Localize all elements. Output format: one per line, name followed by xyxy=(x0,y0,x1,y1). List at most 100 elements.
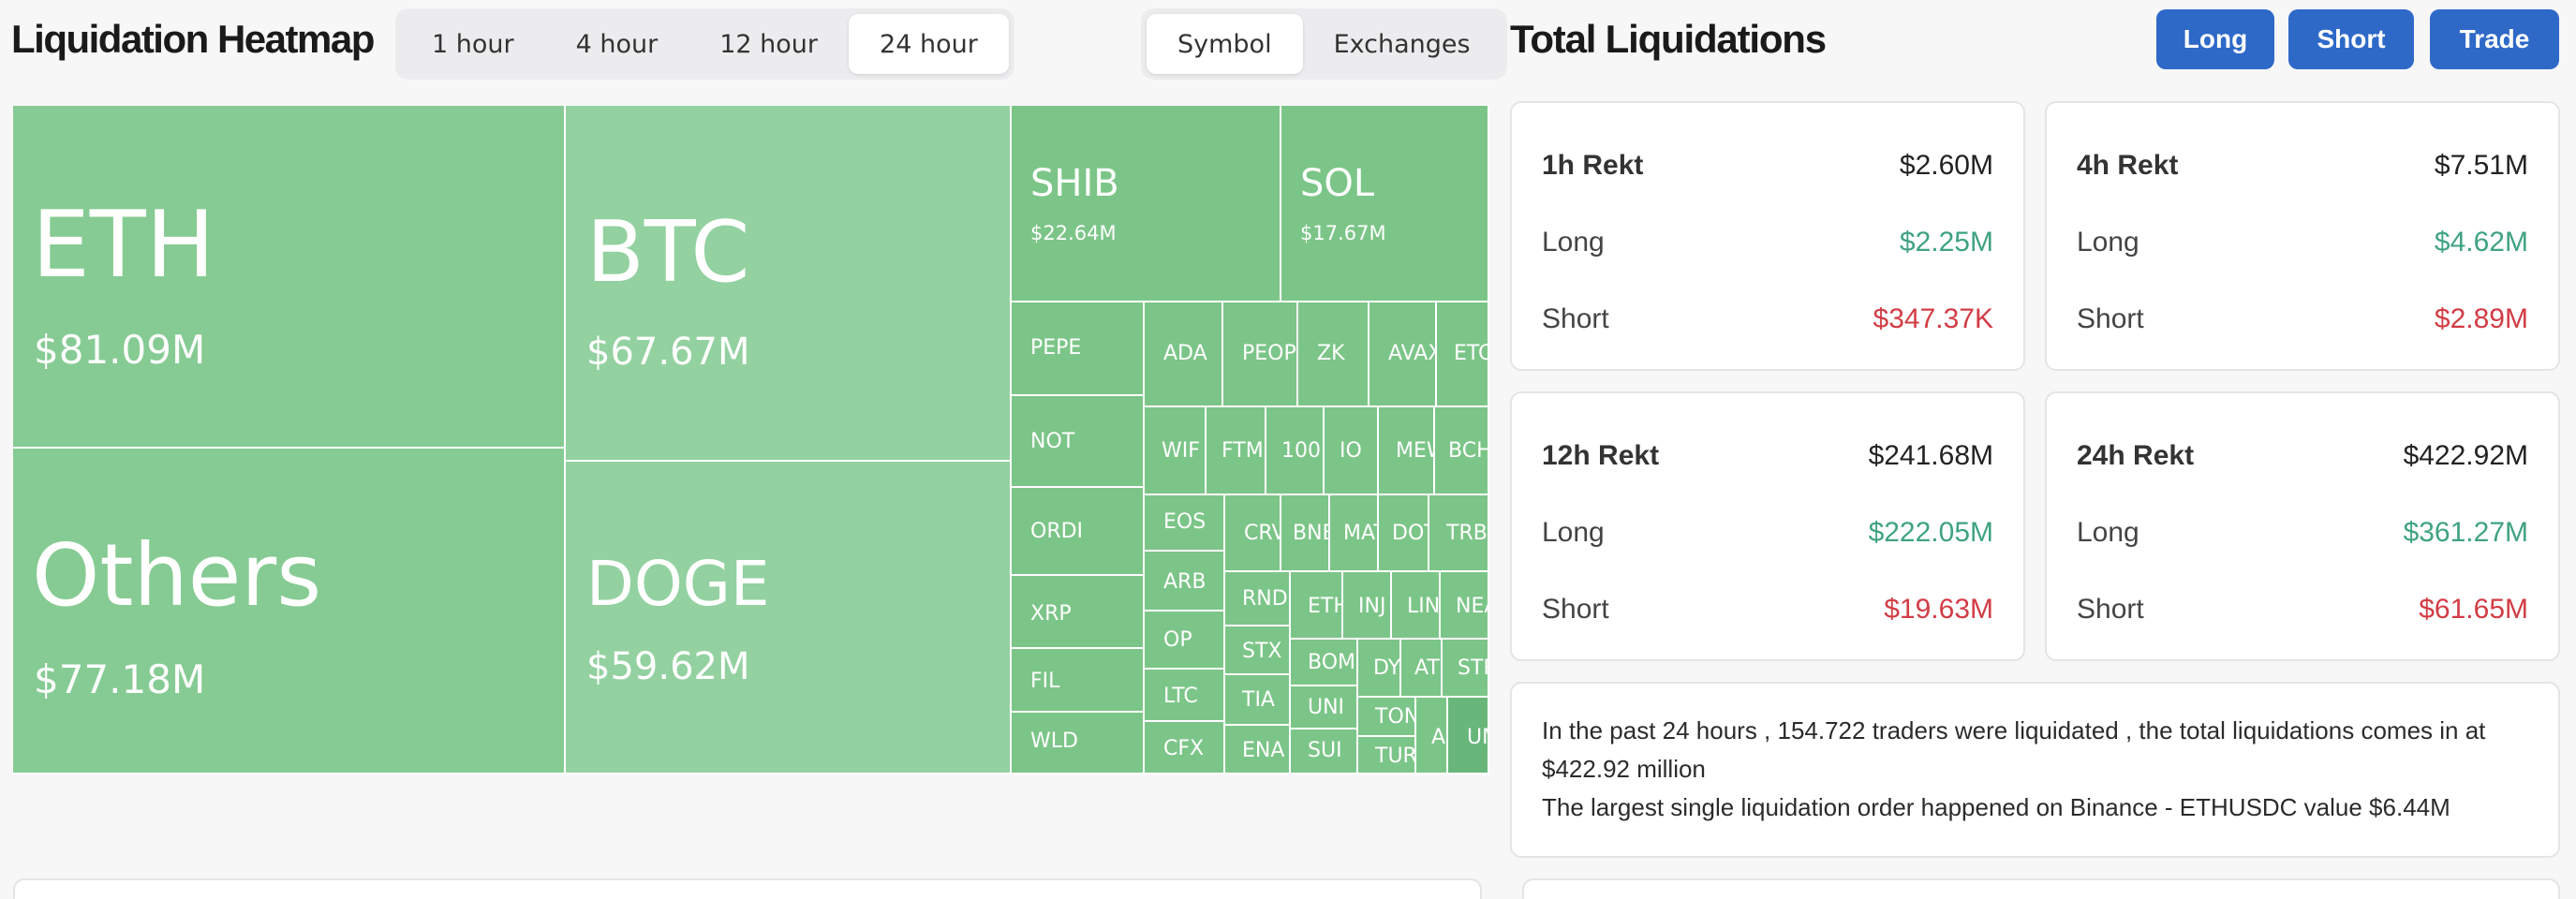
heatmap-tile-dot[interactable]: DOT xyxy=(1379,495,1429,572)
short-value: $61.65M xyxy=(2419,594,2528,625)
tile-symbol: TRB xyxy=(1446,522,1488,545)
long-label: Long xyxy=(2077,227,2139,258)
tab-1-hour[interactable]: 1 hour xyxy=(432,29,514,59)
tab-12-hour[interactable]: 12 hour xyxy=(719,29,819,59)
tile-symbol: STRK xyxy=(1458,656,1488,680)
tab-exchanges[interactable]: Exchanges xyxy=(1333,29,1471,59)
tile-symbol: INJ xyxy=(1358,595,1386,618)
tile-symbol: PEOP xyxy=(1242,342,1296,365)
liquidation-heatmap: ETH $81.09M Others $77.18M BTC $67.67M D… xyxy=(13,106,1489,774)
tile-symbol: Others xyxy=(32,525,322,626)
heatmap-tile-ada[interactable]: ADA xyxy=(1145,302,1223,407)
tile-symbol: EOS xyxy=(1163,510,1207,534)
tile-symbol: DYM xyxy=(1373,656,1401,680)
heatmap-tile-doge[interactable]: DOGE $59.62M xyxy=(566,462,1012,774)
heatmap-tile-avax[interactable]: AVAX xyxy=(1369,302,1437,407)
heatmap-tile-ena[interactable]: ENA xyxy=(1225,726,1291,774)
heatmap-tile-ton[interactable]: TON xyxy=(1358,698,1416,737)
tile-symbol: 100 xyxy=(1281,439,1321,463)
view-mode-tabs: Symbol Exchanges xyxy=(1141,8,1507,80)
heatmap-tile-etc[interactable]: ETC xyxy=(1437,302,1489,407)
heatmap-tile-strk[interactable]: STRK xyxy=(1443,640,1489,698)
bottom-panel-right xyxy=(1522,878,2560,899)
summary-total-text: In the past 24 hours , 154.722 traders w… xyxy=(1542,716,2486,783)
heatmap-tile-dym[interactable]: DYM xyxy=(1358,640,1401,698)
tile-symbol: XRP xyxy=(1030,602,1072,626)
heatmap-tile-atom[interactable]: ATOM xyxy=(1401,640,1443,698)
heatmap-tile-io[interactable]: IO xyxy=(1325,407,1379,495)
tile-symbol: SHIB xyxy=(1030,162,1119,205)
heatmap-title: Liquidation Heatmap xyxy=(11,17,375,61)
card-total: $241.68M xyxy=(1868,440,1993,471)
heatmap-tile-ftm[interactable]: FTM xyxy=(1207,407,1266,495)
heatmap-tile-near[interactable]: NEAR xyxy=(1441,572,1489,640)
card-total: $422.92M xyxy=(2403,440,2528,471)
heatmap-tile-link[interactable]: LINK xyxy=(1392,572,1441,640)
heatmap-tile-sol[interactable]: SOL $17.67M xyxy=(1281,106,1489,302)
tile-symbol: MATIC xyxy=(1343,522,1377,545)
long-button[interactable]: Long xyxy=(2156,9,2274,69)
long-value: $2.25M xyxy=(1899,227,1993,258)
heatmap-tile-uma[interactable]: UMA xyxy=(1448,698,1489,774)
heatmap-tile-bome[interactable]: BOME xyxy=(1291,640,1358,686)
heatmap-tile-matic[interactable]: MATIC xyxy=(1330,495,1379,572)
tile-symbol: IO xyxy=(1340,439,1362,463)
heatmap-tile-ltc[interactable]: LTC xyxy=(1145,670,1225,722)
heatmap-tile-cfx[interactable]: CFX xyxy=(1145,722,1225,774)
short-value: $2.89M xyxy=(2434,303,2528,334)
rekt-card-12h: 12h Rekt $241.68M Long $222.05M Short $19.6… xyxy=(1510,391,2025,661)
short-label: Short xyxy=(1542,303,1609,334)
heatmap-tile-crv[interactable]: CRV xyxy=(1225,495,1281,572)
heatmap-tile-rndr[interactable]: RNDR xyxy=(1225,572,1291,626)
tile-symbol: ETC xyxy=(1454,342,1489,365)
heatmap-tile-op[interactable]: OP xyxy=(1145,612,1225,670)
heatmap-tile-inj[interactable]: INJ xyxy=(1343,572,1392,640)
heatmap-tile-ordi[interactable]: ORDI xyxy=(1012,488,1145,576)
heatmap-tile-eos[interactable]: EOS xyxy=(1145,495,1225,552)
heatmap-tile-not[interactable]: NOT xyxy=(1012,396,1145,488)
tile-symbol: ETH xyxy=(32,192,215,299)
heatmap-tile-tia[interactable]: TIA xyxy=(1225,675,1291,726)
heatmap-tile-bch[interactable]: BCH xyxy=(1435,407,1489,495)
heatmap-tile-apt[interactable]: APT xyxy=(1416,698,1448,774)
tile-symbol: SOL xyxy=(1300,162,1375,205)
heatmap-tile-fil[interactable]: FIL xyxy=(1012,649,1145,713)
tile-symbol: PEPE xyxy=(1030,336,1082,360)
heatmap-tile-mew[interactable]: MEW xyxy=(1379,407,1435,495)
heatmap-tile-uni[interactable]: UNI xyxy=(1291,686,1358,730)
tab-symbol[interactable]: Symbol xyxy=(1147,14,1303,74)
tile-symbol: STX xyxy=(1242,640,1282,663)
bottom-panel-left xyxy=(13,878,1482,899)
heatmap-tile-xrp[interactable]: XRP xyxy=(1012,576,1145,649)
heatmap-tile-peop[interactable]: PEOP xyxy=(1223,302,1298,407)
heatmap-tile-bnb[interactable]: BNB xyxy=(1281,495,1330,572)
heatmap-tile-eth-small[interactable]: ETH xyxy=(1291,572,1343,640)
heatmap-tile-trb[interactable]: TRB xyxy=(1429,495,1489,572)
tile-symbol: RNDR xyxy=(1242,587,1289,611)
heatmap-tile-wld[interactable]: WLD xyxy=(1012,713,1145,774)
tab-4-hour[interactable]: 4 hour xyxy=(575,29,659,59)
heatmap-tile-pepe[interactable]: PEPE xyxy=(1012,302,1145,396)
heatmap-tile-stx[interactable]: STX xyxy=(1225,626,1291,675)
tile-symbol: TON xyxy=(1375,705,1416,729)
summary-largest-order-text: The largest single liquidation order hap… xyxy=(1542,793,2450,821)
heatmap-tile-zk[interactable]: ZK xyxy=(1298,302,1369,407)
tile-symbol: MEW xyxy=(1396,439,1433,463)
tile-symbol: BTC xyxy=(586,203,750,302)
tile-symbol: APT xyxy=(1431,726,1446,749)
tab-24-hour[interactable]: 24 hour xyxy=(849,14,1009,74)
heatmap-tile-shib[interactable]: SHIB $22.64M xyxy=(1012,106,1281,302)
trade-button[interactable]: Trade xyxy=(2430,9,2559,69)
short-button[interactable]: Short xyxy=(2288,9,2414,69)
heatmap-tile-wif[interactable]: WIF xyxy=(1145,407,1207,495)
heatmap-tile-1000[interactable]: 100 xyxy=(1266,407,1325,495)
heatmap-tile-eth[interactable]: ETH $81.09M xyxy=(13,106,566,449)
heatmap-tile-turbo[interactable]: TURBO xyxy=(1358,737,1416,774)
heatmap-tile-arb[interactable]: ARB xyxy=(1145,552,1225,612)
heatmap-tile-others[interactable]: Others $77.18M xyxy=(13,449,566,774)
heatmap-tile-sui[interactable]: SUI xyxy=(1291,730,1358,774)
short-value: $19.63M xyxy=(1884,594,1993,625)
heatmap-tile-btc[interactable]: BTC $67.67M xyxy=(566,106,1012,462)
tile-symbol: ZK xyxy=(1317,342,1345,365)
tile-value: $67.67M xyxy=(586,331,750,374)
